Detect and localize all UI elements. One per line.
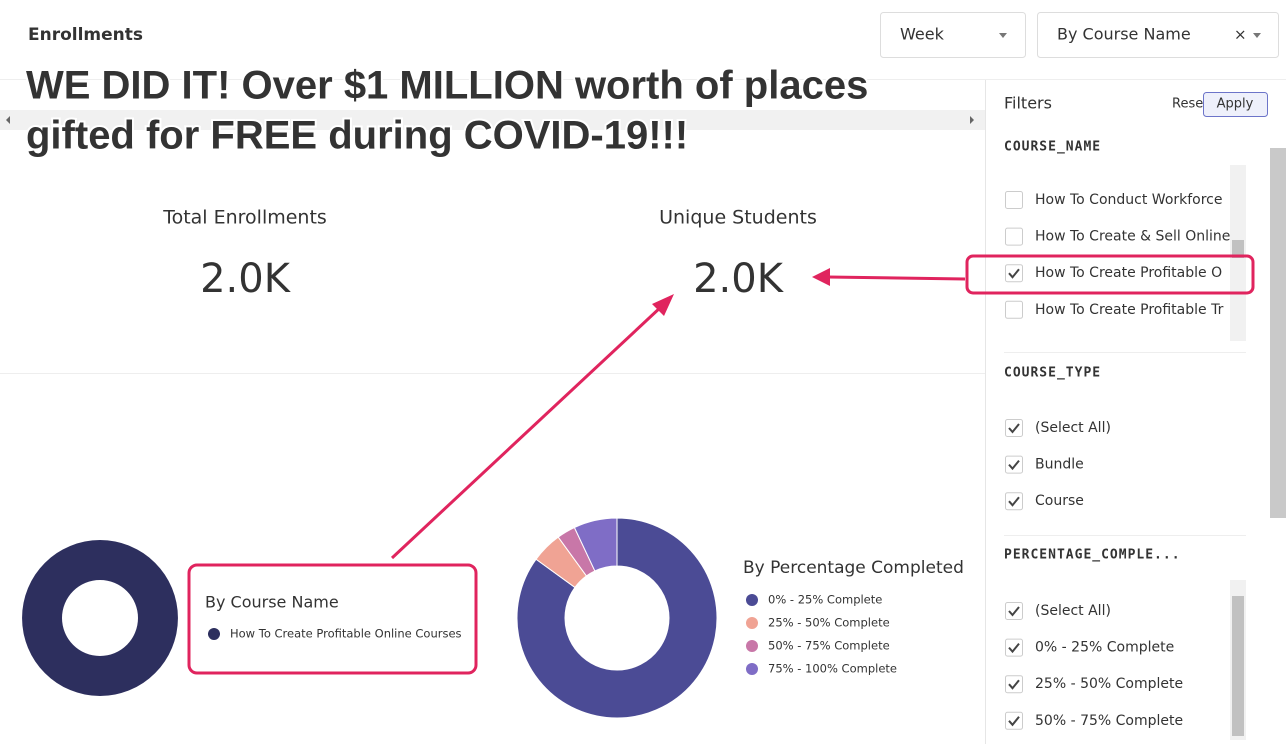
highlight-box [187, 563, 478, 675]
h-scrollbar[interactable] [0, 110, 985, 130]
kpi-value: 2.0K [200, 256, 292, 302]
checkbox[interactable] [1005, 300, 1023, 319]
check-mark [1008, 423, 1020, 434]
checkbox[interactable] [1005, 638, 1023, 657]
list-thumb [1232, 240, 1244, 258]
filter-option: (Select All) [1035, 603, 1111, 619]
legend-swatch [746, 617, 758, 629]
legend-swatch [208, 628, 220, 640]
filter-option: How To Conduct Workforce [1035, 192, 1223, 208]
filter-option: Bundle [1035, 457, 1084, 473]
filter-option: How To Create Profitable Tr [1035, 302, 1224, 318]
checkbox[interactable] [1005, 455, 1023, 474]
legend-swatch [746, 594, 758, 606]
filter-section: COURSE_NAME [1004, 140, 1101, 155]
check-mark [1008, 642, 1020, 654]
period-dropdown[interactable] [880, 12, 1026, 58]
panel-scrollbar[interactable] [1270, 148, 1286, 518]
check-mark [1008, 496, 1020, 507]
pie-slice [573, 517, 618, 572]
check-mark [1008, 716, 1020, 727]
legend-label: 0% - 25% Complete [768, 593, 882, 607]
filter-section: COURSE_TYPE [1004, 366, 1101, 381]
apply-button[interactable] [1203, 92, 1268, 117]
filter-option: 25% - 50% Complete [1035, 676, 1183, 692]
legend-title: By Percentage Completed [743, 558, 964, 578]
filter-option: How To Create Profitable O [1035, 265, 1222, 281]
page-title: Enrollments [28, 25, 143, 45]
filter-option: 0% - 25% Complete [1035, 640, 1174, 656]
arrow [827, 275, 966, 281]
checkbox[interactable] [1005, 675, 1023, 694]
checkbox[interactable] [1005, 602, 1023, 620]
kpi-value: 2.0K [693, 256, 785, 302]
checkbox[interactable] [1005, 191, 1023, 209]
legend-label: 50% - 75% Complete [768, 639, 890, 653]
checkbox[interactable] [1005, 227, 1023, 246]
legend-label: 25% - 50% Complete [768, 616, 890, 630]
check-mark [1008, 679, 1020, 690]
list-thumb [1232, 596, 1244, 736]
group-value: By Course Name [1057, 25, 1191, 44]
filter-option: Course [1035, 493, 1084, 509]
dynamic-layer: Total Enrollments 2.0K Unique Students 2.0K… [22, 140, 1230, 730]
legend-swatch [746, 640, 758, 652]
group-dropdown[interactable] [1037, 12, 1279, 58]
dropdown-arrow [999, 33, 1007, 38]
arrow-head [652, 294, 674, 316]
kpi-label: Unique Students [659, 207, 817, 229]
checkbox[interactable] [1005, 419, 1023, 437]
clear-button[interactable]: × [1234, 26, 1247, 44]
pie-slice [516, 517, 718, 719]
check-mark [1008, 268, 1020, 279]
arrow-head [812, 268, 830, 286]
checkbox[interactable] [1005, 264, 1023, 283]
legend-swatch [746, 663, 758, 675]
arrow [390, 304, 664, 560]
check-mark [1008, 459, 1020, 471]
legend-label: How To Create Profitable Online Courses [230, 627, 462, 641]
annotation-line: WE DID IT! Over $1 MILLION worth of plac… [26, 64, 868, 108]
period-value: Week [900, 25, 945, 44]
filter-option: (Select All) [1035, 420, 1111, 436]
legend-title: By Course Name [205, 593, 339, 612]
kpi-label: Total Enrollments [162, 207, 327, 229]
pie-slice [22, 540, 178, 696]
filter-option: How To Create & Sell Online [1035, 229, 1230, 245]
checkbox[interactable] [1005, 711, 1023, 730]
apply-label: Apply [1217, 97, 1254, 112]
checkbox[interactable] [1005, 492, 1023, 511]
annotation-line: gifted for FREE during COVID-19!!! [26, 114, 688, 158]
filter-section: PERCENTAGE_COMPLE... [1004, 548, 1181, 563]
legend-label: 75% - 100% Complete [768, 662, 897, 676]
filter-option: 50% - 75% Complete [1035, 713, 1183, 729]
filters-title: Filters [1004, 94, 1052, 113]
reset-button[interactable]: Reset [1172, 97, 1208, 112]
dropdown-arrow [1253, 33, 1261, 38]
check-mark [1008, 606, 1020, 617]
highlight-box [965, 254, 1255, 295]
